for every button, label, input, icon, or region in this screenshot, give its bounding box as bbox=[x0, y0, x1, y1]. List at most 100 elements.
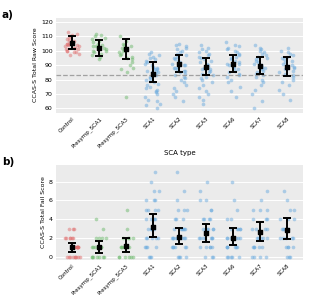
Point bbox=[77, 254, 82, 259]
Point bbox=[259, 236, 264, 240]
Point bbox=[202, 236, 207, 240]
Point bbox=[154, 88, 158, 93]
Point bbox=[144, 60, 149, 65]
Point bbox=[175, 47, 180, 52]
Point bbox=[176, 207, 181, 212]
Point bbox=[253, 226, 258, 231]
Point bbox=[151, 67, 156, 72]
Point bbox=[96, 41, 101, 46]
Point bbox=[228, 55, 233, 60]
Point bbox=[66, 226, 71, 231]
Point bbox=[290, 68, 295, 73]
Point bbox=[258, 83, 263, 88]
Point bbox=[150, 64, 155, 69]
Point bbox=[286, 254, 291, 259]
Point bbox=[152, 226, 157, 231]
Point bbox=[277, 70, 282, 75]
Point bbox=[94, 236, 99, 240]
Point bbox=[154, 73, 158, 78]
Point bbox=[92, 245, 97, 250]
Point bbox=[287, 207, 292, 212]
Point bbox=[154, 245, 159, 250]
Point bbox=[287, 51, 292, 56]
Point bbox=[130, 254, 135, 259]
Point bbox=[224, 236, 229, 240]
Point bbox=[64, 254, 69, 259]
Point bbox=[121, 43, 126, 47]
Point bbox=[257, 254, 262, 259]
Point bbox=[73, 45, 78, 50]
Point bbox=[263, 226, 268, 231]
Point bbox=[227, 63, 232, 68]
Point bbox=[177, 60, 182, 65]
Point bbox=[264, 217, 269, 222]
Point bbox=[197, 198, 202, 203]
Point bbox=[76, 254, 80, 259]
Point bbox=[151, 189, 156, 194]
Point bbox=[236, 60, 241, 65]
Point bbox=[251, 61, 256, 66]
Point bbox=[285, 245, 290, 250]
Point bbox=[148, 74, 153, 79]
Point bbox=[146, 254, 151, 259]
Point bbox=[237, 84, 242, 89]
Point bbox=[207, 217, 212, 222]
Point bbox=[204, 48, 209, 53]
Point bbox=[284, 226, 289, 231]
Point bbox=[205, 91, 210, 96]
Point bbox=[255, 70, 260, 75]
Point bbox=[225, 74, 230, 79]
Point bbox=[263, 217, 268, 222]
Point bbox=[184, 44, 189, 49]
Point bbox=[202, 66, 207, 71]
Point bbox=[127, 245, 132, 250]
Point bbox=[170, 236, 175, 240]
Point bbox=[148, 78, 153, 83]
Point bbox=[69, 40, 74, 45]
Point bbox=[264, 189, 269, 194]
Point bbox=[129, 57, 134, 62]
Point bbox=[174, 236, 179, 240]
Point bbox=[183, 254, 188, 259]
Point bbox=[68, 236, 73, 240]
Point bbox=[281, 57, 286, 62]
Point bbox=[207, 245, 212, 250]
Point bbox=[258, 207, 263, 212]
Point bbox=[291, 77, 296, 82]
Point bbox=[228, 77, 233, 82]
Point bbox=[66, 43, 71, 47]
Point bbox=[256, 236, 261, 240]
Point bbox=[125, 207, 130, 212]
Point bbox=[235, 207, 240, 212]
Point bbox=[255, 60, 260, 65]
Point bbox=[149, 63, 154, 68]
Point bbox=[104, 47, 109, 52]
Point bbox=[257, 63, 262, 68]
Point bbox=[224, 217, 229, 222]
Point bbox=[68, 53, 73, 58]
Point bbox=[283, 245, 288, 250]
Point bbox=[154, 66, 159, 71]
Point bbox=[174, 67, 179, 72]
Point bbox=[155, 91, 160, 96]
Point bbox=[204, 65, 209, 70]
Point bbox=[251, 217, 256, 222]
Point bbox=[196, 236, 201, 240]
Point bbox=[286, 226, 291, 231]
Point bbox=[261, 73, 266, 78]
Point bbox=[225, 254, 230, 259]
Point bbox=[202, 254, 207, 259]
Point bbox=[126, 236, 131, 240]
Point bbox=[172, 245, 177, 250]
Point bbox=[96, 45, 101, 50]
Point bbox=[183, 226, 188, 231]
Point bbox=[180, 226, 185, 231]
Point bbox=[253, 71, 258, 76]
Point bbox=[76, 245, 81, 250]
Point bbox=[210, 245, 215, 250]
Point bbox=[144, 68, 149, 73]
Point bbox=[99, 43, 104, 47]
Point bbox=[90, 44, 95, 49]
Point bbox=[260, 64, 265, 69]
Point bbox=[232, 58, 237, 63]
